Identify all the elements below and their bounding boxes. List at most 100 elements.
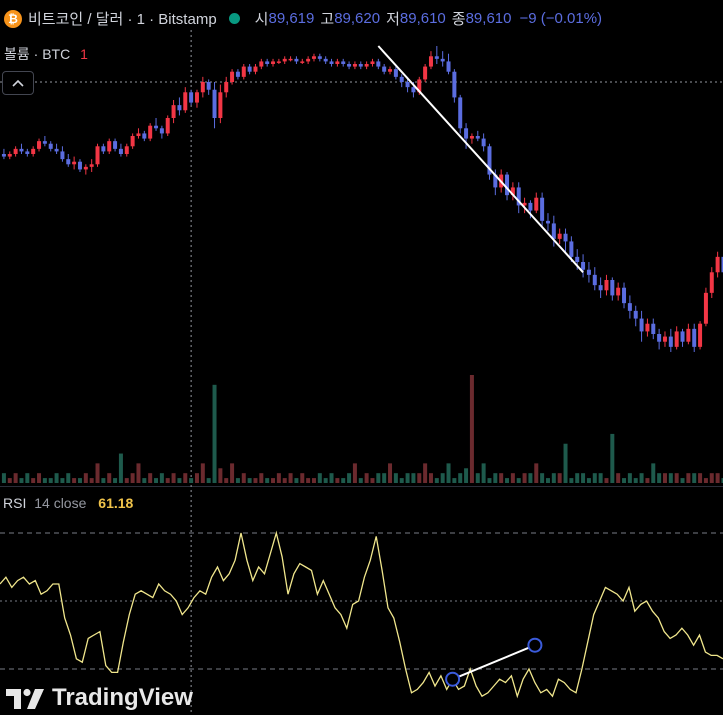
candle-body: [7, 154, 12, 157]
volume-bar: [423, 463, 428, 483]
candle-body: [148, 125, 153, 139]
volume-bar: [598, 473, 603, 483]
volume-bar: [575, 473, 580, 483]
volume-bar: [276, 473, 281, 483]
candle-body: [698, 323, 703, 347]
volume-bar: [48, 478, 53, 483]
candle-body: [399, 76, 404, 82]
volume-bar: [721, 478, 723, 483]
volume-bar: [177, 478, 182, 483]
chevron-up-icon: [12, 79, 24, 87]
volume-bar: [680, 478, 685, 483]
rsi-name: RSI: [3, 495, 27, 511]
volume-bar: [282, 478, 287, 483]
candle-body: [142, 133, 147, 139]
volume-bar: [235, 478, 240, 483]
candle-body: [72, 161, 77, 165]
volume-bar: [136, 463, 141, 483]
candle-body: [294, 58, 299, 62]
tradingview-logo[interactable]: TradingView: [6, 684, 193, 712]
volume-bar: [674, 473, 679, 483]
price-change: −9 (−0.01%): [519, 10, 603, 27]
volume-bar: [171, 473, 176, 483]
candle-body: [528, 202, 533, 211]
volume-bar: [142, 478, 147, 483]
candle-body: [440, 58, 445, 62]
volume-bar: [475, 473, 480, 483]
volume-bar: [206, 478, 211, 483]
bitcoin-logo-icon: ₿: [4, 9, 22, 28]
divergence-end-marker: [527, 637, 543, 653]
candle-body: [551, 223, 556, 239]
volume-bar: [686, 473, 691, 483]
volume-bar: [265, 478, 270, 483]
rsi-legend[interactable]: RSI 14 close 61.18: [3, 495, 133, 511]
volume-bar: [358, 478, 363, 483]
candle-body: [25, 151, 30, 154]
candle-body: [323, 58, 328, 62]
volume-bar: [551, 473, 556, 483]
volume-bar: [534, 463, 539, 483]
volume-bar: [294, 478, 299, 483]
volume-bar: [645, 478, 650, 483]
candle-body: [575, 256, 580, 262]
candle-body: [107, 141, 112, 152]
volume-bar: [633, 478, 638, 483]
volume-bar: [703, 478, 708, 483]
candle-body: [60, 151, 65, 160]
low-value: 89,610: [399, 10, 446, 27]
candle-body: [124, 146, 129, 154]
volume-bar: [341, 478, 346, 483]
volume-bar: [66, 473, 71, 483]
candle-body: [616, 287, 621, 296]
candle-body: [651, 323, 656, 334]
rsi-divergence-line: [452, 644, 536, 681]
candle-body: [469, 136, 474, 139]
candle-body: [306, 58, 311, 62]
volume-bar: [95, 463, 100, 483]
candle-body: [586, 269, 591, 275]
candle-body: [686, 328, 691, 342]
volume-bar: [72, 478, 77, 483]
volume-bar: [493, 473, 498, 483]
candle-body: [253, 66, 258, 72]
candle-body: [194, 92, 199, 103]
candle-body: [405, 82, 410, 88]
volume-bar: [528, 473, 533, 483]
symbol-title[interactable]: 비트코인 / 달러 · 1 · Bitstamp: [28, 11, 217, 28]
candle-body: [19, 148, 24, 152]
volume-bar: [458, 473, 463, 483]
volume-bar: [154, 478, 159, 483]
volume-bar: [651, 463, 656, 483]
candle-body: [557, 233, 562, 239]
candle-body: [154, 125, 159, 129]
volume-bar: [616, 473, 621, 483]
volume-legend[interactable]: 볼륨 · BTC 1: [4, 44, 88, 64]
candle-body: [493, 174, 498, 188]
volume-bar: [194, 473, 199, 483]
volume-bar: [60, 478, 65, 483]
candle-body: [680, 331, 685, 342]
candle-body: [692, 328, 697, 347]
candle-body: [1, 154, 6, 157]
candle-body: [212, 89, 217, 118]
rsi-value: 61.18: [98, 495, 134, 511]
candle-body: [317, 56, 322, 59]
candle-body: [165, 118, 170, 134]
candle-body: [171, 105, 176, 118]
high-label: 고: [320, 11, 335, 28]
candle-body: [329, 61, 334, 64]
volume-bar: [259, 473, 264, 483]
volume-bar: [288, 473, 293, 483]
volume-bar: [83, 473, 88, 483]
candle-body: [657, 334, 662, 342]
volume-bar: [440, 473, 445, 483]
candle-body: [48, 143, 53, 149]
volume-bar: [610, 433, 615, 483]
collapse-legend-button[interactable]: [2, 71, 34, 95]
volume-bar: [218, 468, 223, 483]
volume-bar: [189, 478, 194, 483]
volume-bar: [31, 478, 36, 483]
volume-bar: [107, 473, 112, 483]
